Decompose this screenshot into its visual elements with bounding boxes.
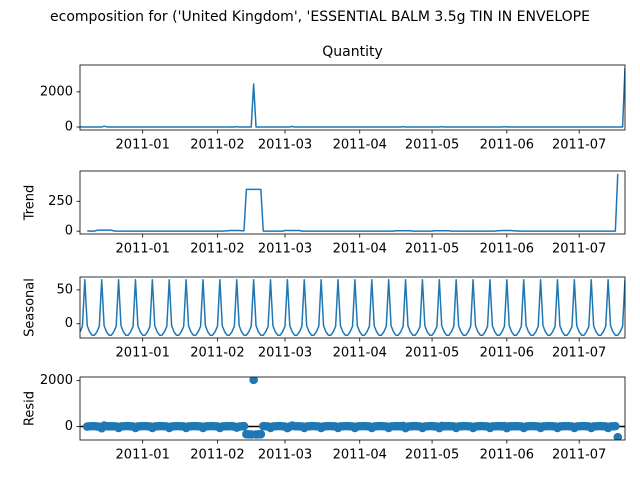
series-line xyxy=(87,173,619,232)
panel: 0 2000 2011-01 2011-02 2011-03 2011-04 2011-05… xyxy=(23,373,626,463)
series-line xyxy=(80,279,625,336)
x-tick-label: 2011-02 xyxy=(190,138,244,153)
x-tick-label: 2011-06 xyxy=(480,242,534,257)
y-axis-label: Resid xyxy=(23,391,38,426)
panel-title: Quantity xyxy=(322,44,383,60)
x-tick-label: 2011-01 xyxy=(116,242,170,257)
x-tick-label: 2011-01 xyxy=(116,138,170,153)
y-tick-label: 250 xyxy=(48,194,73,209)
resid-point xyxy=(613,432,623,440)
x-tick-label: 2011-07 xyxy=(552,346,606,361)
axes-frame xyxy=(79,170,626,235)
panel: 0 250 2011-01 2011-02 2011-03 2011-04 2011-05 2… xyxy=(23,170,626,257)
x-tick-label: 2011-01 xyxy=(116,346,170,361)
x-tick-label: 2011-05 xyxy=(405,138,459,153)
x-tick-label: 2011-04 xyxy=(333,138,387,153)
series-line xyxy=(80,67,625,128)
axes-frame xyxy=(79,276,626,339)
resid-point xyxy=(256,429,266,439)
y-tick-label: 0 xyxy=(65,224,73,239)
resid-point xyxy=(239,421,249,431)
x-tick-label: 2011-03 xyxy=(258,448,312,463)
x-tick-label: 2011-06 xyxy=(480,448,534,463)
x-tick-label: 2011-05 xyxy=(405,346,459,361)
x-tick-label: 2011-05 xyxy=(405,448,459,463)
x-tick-label: 2011-01 xyxy=(116,448,170,463)
resid-point xyxy=(611,421,620,431)
panel: 0 50 2011-01 2011-02 2011-03 2011-04 2011-05 20… xyxy=(23,276,626,361)
x-tick-label: 2011-02 xyxy=(190,346,244,361)
x-tick-label: 2011-03 xyxy=(258,242,312,257)
x-tick-label: 2011-07 xyxy=(552,138,606,153)
x-tick-label: 2011-03 xyxy=(258,346,312,361)
x-tick-label: 2011-05 xyxy=(405,242,459,257)
y-tick-label: 2000 xyxy=(40,373,73,388)
x-tick-label: 2011-07 xyxy=(552,242,606,257)
y-tick-label: 0 xyxy=(65,120,73,135)
x-tick-label: 2011-03 xyxy=(258,138,312,153)
x-tick-label: 2011-06 xyxy=(480,138,534,153)
y-tick-label: 50 xyxy=(56,282,73,297)
figure-title: ecomposition for ('United Kingdom', 'ESS… xyxy=(50,9,590,25)
x-tick-label: 2011-07 xyxy=(552,448,606,463)
y-tick-label: 0 xyxy=(65,316,73,331)
axes-frame xyxy=(79,376,626,441)
axes-frame xyxy=(79,64,626,131)
x-tick-label: 2011-06 xyxy=(480,346,534,361)
resid-point xyxy=(249,377,258,385)
x-tick-label: 2011-04 xyxy=(333,242,387,257)
y-axis-label: Seasonal xyxy=(23,278,38,337)
panel: 0 2000 2011-01 2011-02 2011-03 2011-04 2011-05… xyxy=(40,44,626,153)
y-axis-label: Trend xyxy=(23,185,38,222)
x-tick-label: 2011-02 xyxy=(190,242,244,257)
y-tick-label: 0 xyxy=(65,419,73,434)
x-tick-label: 2011-04 xyxy=(333,448,387,463)
x-tick-label: 2011-04 xyxy=(333,346,387,361)
x-tick-label: 2011-02 xyxy=(190,448,244,463)
y-tick-label: 2000 xyxy=(40,84,73,99)
